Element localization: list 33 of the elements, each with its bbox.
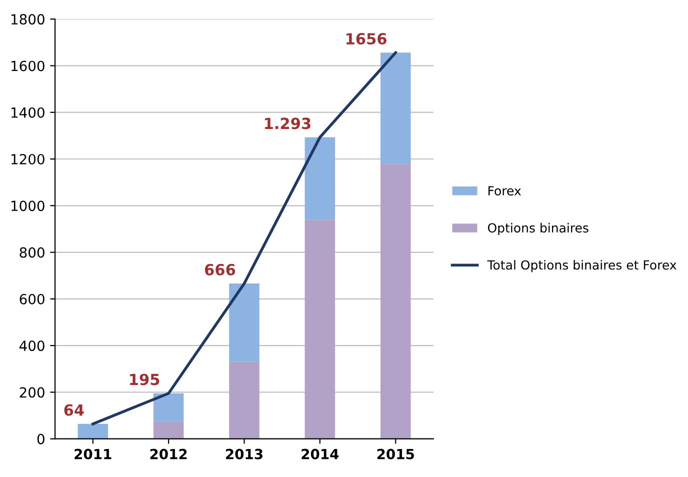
x-tick-label: 2012 [150, 448, 187, 460]
data-label: 195 [130, 374, 160, 386]
legend-label: Forex [488, 186, 521, 196]
bar [153, 393, 184, 422]
y-tick-label: 200 [20, 387, 44, 398]
y-tick-label: 800 [20, 247, 44, 258]
x-tick-label: 2013 [226, 448, 262, 460]
y-tick-label: 400 [19, 340, 44, 352]
data-label: 666 [204, 264, 236, 276]
legend-label: Options binaires [488, 222, 588, 236]
x-tick-label: 2014 [302, 448, 339, 460]
y-tick-label: 1000 [11, 200, 44, 212]
bar [229, 362, 260, 439]
y-tick-label: 1600 [11, 60, 44, 72]
bar [229, 284, 260, 362]
bar [304, 220, 336, 439]
bar [380, 164, 411, 439]
y-tick-label: 0 [37, 434, 44, 444]
x-tick-label: 2015 [377, 448, 414, 460]
data-label: 64 [64, 404, 84, 416]
x-tick-label: 2011 [74, 448, 112, 460]
line-series [91, 51, 397, 426]
bar [78, 424, 108, 439]
legend-label: Total Options binaires et Forex [487, 260, 676, 272]
data-label: 1.293 [264, 118, 310, 130]
y-tick-label: 1200 [11, 154, 44, 164]
bar [153, 421, 184, 439]
bar [380, 52, 411, 164]
bar [304, 137, 336, 220]
y-tick-label: 600 [20, 294, 44, 304]
data-label: 1656 [346, 33, 386, 45]
y-tick-label: 1400 [11, 107, 44, 118]
y-tick-label: 1800 [11, 14, 44, 25]
